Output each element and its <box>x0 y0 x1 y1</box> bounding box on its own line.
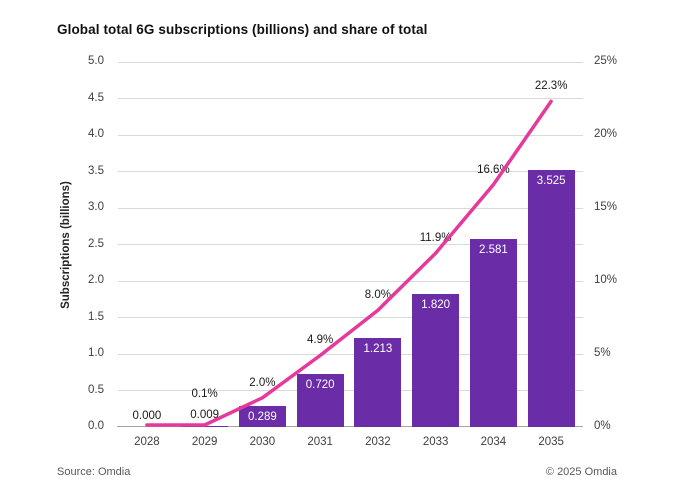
left-axis-tick-label: 4.5 <box>88 91 104 104</box>
left-axis-tick-label: 2.0 <box>88 274 104 286</box>
bar <box>469 238 517 427</box>
source-text: Source: Omdia <box>57 466 131 478</box>
bar-value-label: 3.525 <box>536 174 566 187</box>
bar <box>412 294 460 427</box>
left-axis-tick-label: 0.5 <box>88 383 104 396</box>
bar-value-label: 0.009 <box>190 409 220 421</box>
chart-title: Global total 6G subscriptions (billions)… <box>57 22 428 37</box>
x-axis-tick-label: 2029 <box>191 436 218 448</box>
x-axis-tick-label: 2035 <box>538 436 564 448</box>
line-value-label: 4.9% <box>307 334 334 347</box>
bar-value-label: 1.820 <box>421 299 451 312</box>
right-axis-tick-label: 10% <box>594 274 618 286</box>
left-axis-tick-label: 5.0 <box>88 55 104 67</box>
line-value-label: 0.1% <box>191 388 218 400</box>
line-value-label: 2.0% <box>249 376 276 389</box>
right-axis-tick-label: 15% <box>594 201 618 213</box>
x-axis-tick-label: 2028 <box>134 436 160 448</box>
gridline <box>118 353 583 355</box>
gridline <box>118 390 583 391</box>
gridline <box>118 317 583 318</box>
gridline <box>118 134 583 136</box>
bar <box>354 338 402 427</box>
share-line-layer <box>145 99 553 427</box>
x-axis-tick-label: 2034 <box>480 436 507 448</box>
x-axis-line <box>117 426 583 427</box>
share-of-total-line <box>145 99 553 427</box>
bar <box>238 405 286 427</box>
bar <box>527 169 575 427</box>
line-value-label: 22.3% <box>534 80 568 93</box>
gridline <box>118 207 583 209</box>
right-axis-tick-label: 20% <box>594 128 618 140</box>
left-axis-tick-label: 1.0 <box>88 347 104 359</box>
bar <box>296 374 344 427</box>
right-axis-tick-label: 5% <box>594 347 611 359</box>
plot-area: 0.0 0.5 1.0 1.5 2.0 2.5 3.0 3.5 4.0 4.5 5.0 0% 5% 10%… <box>88 55 617 448</box>
bar-value-label: 2.581 <box>478 243 508 256</box>
left-axis-tick-label: 4.0 <box>88 128 104 140</box>
left-axis-tick-label: 3.5 <box>88 164 104 177</box>
gridline <box>118 244 583 245</box>
x-axis-tick-label: 2031 <box>307 436 333 448</box>
right-axis-tick-label: 0% <box>594 420 611 432</box>
gridline <box>118 280 583 282</box>
bar-value-label: 1.213 <box>363 343 393 356</box>
gridline <box>118 171 583 172</box>
gridline <box>118 61 583 63</box>
x-axis-tick-label: 2033 <box>422 436 449 448</box>
left-axis-tick-label: 1.5 <box>88 310 104 323</box>
copyright-text: © 2025 Omdia <box>545 466 617 478</box>
left-axis-tick-label: 0.0 <box>88 420 104 432</box>
x-axis-tick-label: 2032 <box>365 436 391 448</box>
bar-value-label: 0.289 <box>247 410 277 423</box>
bar-value-label: 0.720 <box>305 379 335 392</box>
gridline <box>118 98 583 99</box>
bar-value-label: 0.000 <box>132 410 162 422</box>
line-value-label: 8.0% <box>364 289 391 302</box>
right-axis-tick-label: 25% <box>594 55 618 67</box>
left-axis-tick-label: 2.5 <box>88 237 104 250</box>
left-axis-tick-label: 3.0 <box>88 201 104 213</box>
x-axis-tick-label: 2030 <box>249 436 276 448</box>
